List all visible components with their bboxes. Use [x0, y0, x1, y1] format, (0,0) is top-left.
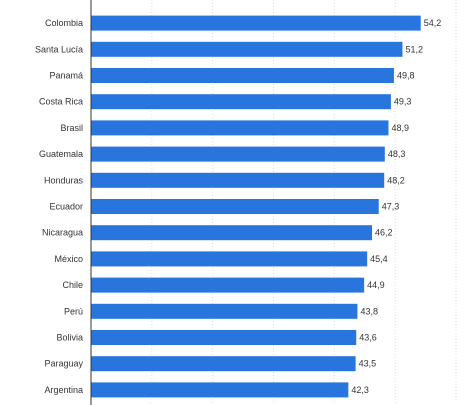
category-label: Guatemala: [39, 149, 83, 159]
value-label: 45,4: [370, 254, 388, 264]
bar[interactable]: [91, 120, 389, 136]
value-label: 43,5: [359, 359, 377, 369]
value-label: 48,9: [391, 123, 409, 133]
category-label: Chile: [62, 280, 83, 290]
bar[interactable]: [91, 382, 349, 398]
value-labels: 54,2 51,2 49,8 49,3 48,9 48,3 48,2 47,3 46,2 45,4…: [351, 18, 441, 395]
bar[interactable]: [91, 68, 394, 83]
value-label: 42,3: [351, 385, 369, 395]
category-label: Santa Lucía: [35, 44, 83, 54]
bar[interactable]: [91, 94, 391, 110]
bar[interactable]: [91, 356, 356, 372]
category-label: México: [54, 254, 83, 264]
value-label: 43,6: [359, 333, 377, 343]
value-label: 49,3: [394, 97, 412, 107]
bar[interactable]: [91, 225, 373, 241]
value-label: 54,2: [424, 18, 442, 28]
category-labels: Colombia Santa Lucía Panamá Costa Rica Brasi…: [35, 18, 84, 395]
category-label: Colombia: [45, 18, 83, 28]
value-label: 49,8: [397, 71, 415, 81]
value-label: 48,2: [387, 175, 405, 185]
bar[interactable]: [91, 41, 403, 57]
category-label: Ecuador: [49, 202, 83, 212]
bar[interactable]: [91, 146, 385, 162]
category-label: Brasil: [60, 123, 83, 133]
category-label: Honduras: [44, 175, 84, 185]
bar[interactable]: [91, 303, 358, 319]
bar[interactable]: [91, 277, 365, 293]
category-label: Nicaragua: [42, 228, 83, 238]
bar[interactable]: [91, 330, 357, 345]
value-label: 43,8: [360, 306, 378, 316]
value-label: 48,3: [388, 149, 406, 159]
category-label: Perú: [64, 306, 83, 316]
category-label: Paraguay: [44, 359, 83, 369]
category-label: Bolivia: [56, 333, 83, 343]
bar[interactable]: [91, 172, 385, 188]
category-label: Panamá: [49, 71, 83, 81]
value-label: 46,2: [375, 228, 393, 238]
bars: [91, 15, 421, 398]
category-label: Argentina: [44, 385, 83, 395]
bar[interactable]: [91, 15, 421, 31]
value-label: 51,2: [405, 44, 423, 54]
category-label: Costa Rica: [39, 97, 83, 107]
value-label: 44,9: [367, 280, 385, 290]
bar[interactable]: [91, 251, 368, 267]
bar[interactable]: [91, 199, 379, 214]
value-label: 47,3: [382, 202, 400, 212]
